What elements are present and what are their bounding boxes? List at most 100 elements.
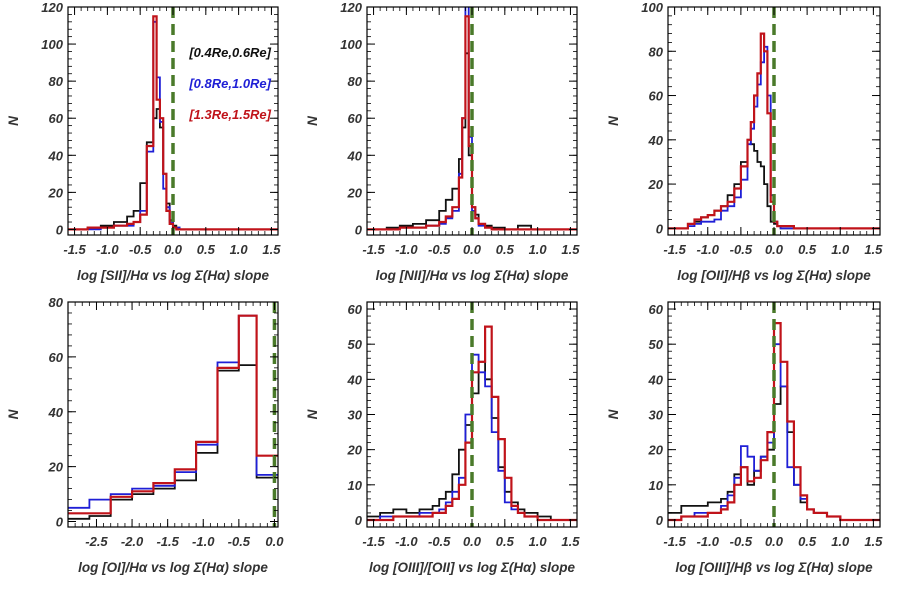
x-tick-label: -1.0 xyxy=(697,242,720,257)
y-tick-label: 120 xyxy=(41,0,63,15)
y-tick-label: 100 xyxy=(340,37,362,52)
y-tick-label: 60 xyxy=(49,111,64,126)
x-tick-label: -2.0 xyxy=(121,534,144,549)
x-axis-label: log [NII]/Hα vs log Σ(Hα) slope xyxy=(376,268,569,283)
x-axis-label: log [OIII]/[OII] vs log Σ(Hα) slope xyxy=(369,560,576,575)
x-tick-label: -0.5 xyxy=(730,534,753,549)
y-tick-label: 40 xyxy=(48,405,64,420)
y-tick-label: 50 xyxy=(348,337,363,352)
x-tick-label: -0.5 xyxy=(129,242,152,257)
y-tick-label: 0 xyxy=(56,515,64,530)
x-tick-label: 0.5 xyxy=(496,242,515,257)
y-axis-label: N xyxy=(606,116,621,126)
x-tick-label: -0.5 xyxy=(730,242,753,257)
y-axis-label: N xyxy=(6,409,21,419)
series-red-step-line xyxy=(367,325,577,522)
y-tick-label: 20 xyxy=(347,443,363,458)
x-tick-label: -1.0 xyxy=(395,534,418,549)
y-tick-label: 20 xyxy=(648,443,664,458)
y-tick-label: 0 xyxy=(56,222,64,237)
series-red-step-line xyxy=(668,32,880,230)
x-tick-label: -1.5 xyxy=(362,534,385,549)
histogram-panel-5: -1.5 -1.0 -0.5 0.0 0.5 1.0 1.5 0 10 20 30 40 50 60 log… xyxy=(305,301,580,575)
y-tick-label: 40 xyxy=(347,148,363,163)
x-tick-label: 1.0 xyxy=(230,242,249,257)
x-tick-label: 0.5 xyxy=(798,242,817,257)
y-tick-label: 40 xyxy=(648,133,664,148)
y-tick-label: 60 xyxy=(649,302,664,317)
y-tick-label: 40 xyxy=(648,372,664,387)
x-tick-label: -1.0 xyxy=(96,242,119,257)
x-tick-label: 0.5 xyxy=(197,242,216,257)
y-tick-label: 60 xyxy=(49,350,64,365)
y-tick-label: 10 xyxy=(348,478,363,493)
y-tick-label: 80 xyxy=(348,74,363,89)
x-tick-label: -1.5 xyxy=(63,242,86,257)
histogram-panel-3: -1.5 -1.0 -0.5 0.0 0.5 1.0 1.5 0 20 40 60 80 100 log … xyxy=(606,0,883,283)
x-tick-label: 0.0 xyxy=(463,242,482,257)
y-tick-label: 30 xyxy=(649,408,664,423)
x-tick-label: 1.5 xyxy=(561,534,580,549)
x-tick-label: -1.5 xyxy=(663,242,686,257)
series-black-step-line xyxy=(68,364,278,520)
y-axis-label: N xyxy=(6,116,21,126)
y-tick-label: 30 xyxy=(348,408,363,423)
y-tick-label: 0 xyxy=(355,222,363,237)
y-tick-label: 100 xyxy=(641,0,663,15)
y-tick-label: 120 xyxy=(340,0,362,15)
x-tick-label: -1.0 xyxy=(192,534,215,549)
x-tick-label: 1.5 xyxy=(864,242,883,257)
x-axis-label: log [OIII]/Hβ vs log Σ(Hα) slope xyxy=(675,560,873,575)
x-tick-label: -1.5 xyxy=(156,534,179,549)
y-tick-label: 20 xyxy=(48,460,64,475)
x-tick-label: 1.5 xyxy=(561,242,580,257)
y-tick-label: 0 xyxy=(355,513,363,528)
x-tick-label: 0.0 xyxy=(765,534,784,549)
x-tick-label: -0.5 xyxy=(228,534,251,549)
series-blue-step-line xyxy=(68,314,278,509)
x-tick-label: -1.0 xyxy=(697,534,720,549)
x-tick-label: 1.5 xyxy=(262,242,281,257)
x-tick-label: 0.0 xyxy=(765,242,784,257)
x-tick-label: -1.5 xyxy=(362,242,385,257)
plot-frame xyxy=(67,301,279,528)
y-axis-label: N xyxy=(305,116,320,126)
y-tick-label: 40 xyxy=(48,148,64,163)
y-tick-label: 0 xyxy=(656,513,664,528)
x-tick-label: 1.0 xyxy=(831,242,850,257)
x-tick-label: 0.0 xyxy=(164,242,183,257)
series-red-step-line xyxy=(367,15,577,231)
legend-entry-red: [1.3Re,1.5Re] xyxy=(188,107,271,122)
series-red-step-line xyxy=(68,314,278,515)
x-tick-label: 0.5 xyxy=(798,534,817,549)
legend-entry-black: [0.4Re,0.6Re] xyxy=(188,45,271,60)
histogram-panel-1: -1.5 -1.0 -0.5 0.0 0.5 1.0 1.5 0 20 40 60 80 100 120 l… xyxy=(6,0,281,283)
y-tick-label: 60 xyxy=(348,111,363,126)
y-tick-label: 80 xyxy=(649,44,664,59)
histogram-panel-4: -2.5 -2.0 -1.5 -1.0 -0.5 0.0 0 20 40 60 80 log [OI]… xyxy=(6,295,284,575)
x-tick-label: 1.0 xyxy=(529,242,548,257)
x-axis-label: log [OII]/Hβ vs log Σ(Hα) slope xyxy=(677,268,871,283)
y-tick-label: 40 xyxy=(347,372,363,387)
x-tick-label: 1.5 xyxy=(864,534,883,549)
y-axis-label: N xyxy=(305,409,320,419)
y-tick-label: 20 xyxy=(347,185,363,200)
series-red-step-line xyxy=(68,15,278,231)
legend-entry-blue: [0.8Re,1.0Re] xyxy=(188,76,271,91)
y-tick-label: 20 xyxy=(48,185,64,200)
x-tick-label: 1.0 xyxy=(831,534,850,549)
x-axis-label: log [SII]/Hα vs log Σ(Hα) slope xyxy=(77,268,269,283)
series-red-step-line xyxy=(668,322,880,522)
x-tick-label: -1.0 xyxy=(395,242,418,257)
x-tick-label: -1.5 xyxy=(663,534,686,549)
x-tick-label: -0.5 xyxy=(428,534,451,549)
x-tick-label: -2.5 xyxy=(85,534,108,549)
y-tick-label: 50 xyxy=(649,337,664,352)
x-tick-label: 0.0 xyxy=(463,534,482,549)
x-tick-label: -0.5 xyxy=(428,242,451,257)
y-tick-label: 100 xyxy=(41,37,63,52)
y-tick-label: 0 xyxy=(656,221,664,236)
y-axis-label: N xyxy=(606,409,621,419)
y-tick-label: 80 xyxy=(49,295,64,310)
